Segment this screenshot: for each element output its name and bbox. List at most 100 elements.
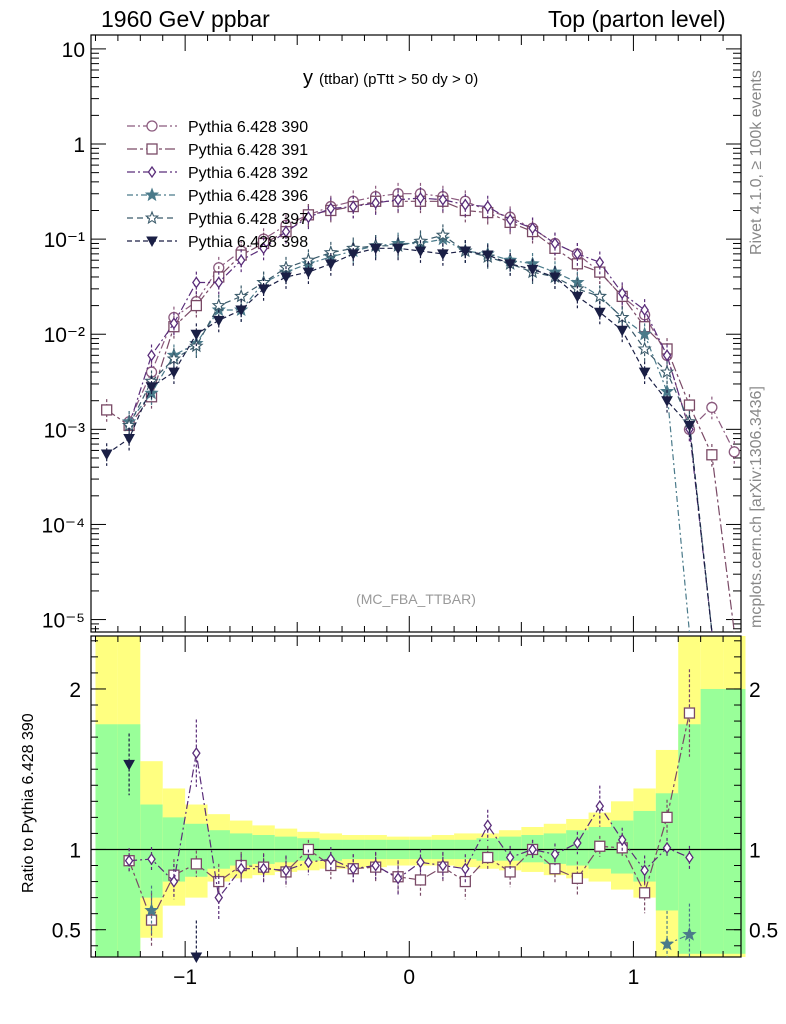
series-point xyxy=(324,259,337,270)
legend-entry: Pythia 6.428 397 xyxy=(127,210,308,228)
ratio-point xyxy=(348,862,358,875)
ratio-point xyxy=(617,833,627,846)
legend-label: Pythia 6.428 392 xyxy=(188,165,308,182)
series-point xyxy=(280,272,292,283)
series-point xyxy=(593,307,606,319)
analysis-label: (MC_FBA_TTBAR) xyxy=(356,591,476,607)
series-point xyxy=(706,401,718,414)
series-point xyxy=(550,237,560,250)
ratio-point xyxy=(638,887,651,899)
main-series-layer xyxy=(100,182,740,633)
legend-marker xyxy=(146,120,158,132)
series-point xyxy=(659,364,675,379)
main-y-tick-label: 1 xyxy=(73,134,85,157)
ratio-point xyxy=(573,836,582,850)
series-point xyxy=(595,256,605,269)
ratio-line xyxy=(129,753,690,900)
series-point xyxy=(257,284,270,295)
ratio-band-green xyxy=(95,724,118,957)
ratio-band-green xyxy=(140,804,163,898)
series-point xyxy=(661,396,673,407)
ratio-point xyxy=(483,819,493,832)
series-3 xyxy=(121,228,690,633)
main-y-tick-label: 10⁻² xyxy=(44,324,85,347)
ratio-band-green xyxy=(633,810,656,882)
series-point xyxy=(549,272,561,283)
series-point xyxy=(304,211,313,224)
main-plot-frame: 10 1 10⁻¹ 10⁻² 10⁻³ 10⁻⁴ 10⁻⁵ xyxy=(42,34,742,633)
series-point xyxy=(637,326,652,341)
ratio-point xyxy=(281,864,291,877)
series-point xyxy=(640,303,649,317)
main-y-tick-label: 10⁻⁵ xyxy=(42,610,85,633)
legend-label: Pythia 6.428 390 xyxy=(188,119,308,136)
series-point xyxy=(236,254,246,267)
header-energy: 1960 GeV ppbar xyxy=(101,6,270,32)
series-point xyxy=(168,367,180,379)
ratio-point xyxy=(683,707,696,719)
ratio-y-tick-label: 1 xyxy=(69,839,81,862)
legend-entry: Pythia 6.428 391 xyxy=(127,142,308,159)
series-point xyxy=(190,299,202,312)
series-point xyxy=(393,193,403,206)
ratio-band-green xyxy=(319,839,343,861)
legend-marker xyxy=(146,143,158,155)
x-tick-label: 0 xyxy=(403,966,415,989)
series-point xyxy=(347,249,360,260)
series-point xyxy=(638,367,651,379)
legend-entry: Pythia 6.428 390 xyxy=(127,119,308,136)
ratio-point xyxy=(414,874,427,886)
legend-marker xyxy=(147,165,157,179)
legend-marker xyxy=(144,187,160,202)
series-point xyxy=(617,287,627,300)
series-point xyxy=(147,349,156,362)
series-point xyxy=(728,446,740,458)
ratio-point xyxy=(190,858,202,870)
series-line xyxy=(106,247,713,633)
ratio-y-tick-label-right: 0.5 xyxy=(749,920,778,943)
ratio-point xyxy=(259,862,268,875)
series-point xyxy=(505,213,515,226)
ratio-series-2 xyxy=(144,885,697,957)
series-point xyxy=(169,317,179,330)
series-point xyxy=(662,349,672,362)
chart-title-main: y xyxy=(303,67,313,89)
rivet-version-label: Rivet 4.1.0, ≥ 100k events xyxy=(748,70,765,255)
series-point xyxy=(326,202,336,215)
ratio-point xyxy=(169,875,179,888)
ratio-point xyxy=(326,852,336,866)
ratio-point xyxy=(571,872,584,885)
series-line xyxy=(106,200,735,633)
ratio-point xyxy=(123,759,135,771)
series-point xyxy=(145,382,158,393)
ratio-y-tick-label: 0.5 xyxy=(52,920,81,943)
series-point xyxy=(302,267,315,279)
series-point xyxy=(438,193,448,206)
ratio-point xyxy=(190,952,203,964)
series-line xyxy=(128,193,735,453)
series-point xyxy=(371,196,380,210)
series-point xyxy=(212,315,225,327)
legend-marker xyxy=(146,236,158,248)
ratio-band-green xyxy=(700,688,724,954)
main-y-tick-label: 10⁻⁴ xyxy=(42,514,85,537)
ratio-point xyxy=(685,851,694,864)
legend-entry: Pythia 6.428 398 xyxy=(127,234,308,251)
legend: Pythia 6.428 390 Pythia 6.428 391 Pythia 6… xyxy=(127,119,308,251)
legend-entry: Pythia 6.428 392 xyxy=(127,165,308,182)
ratio-point xyxy=(550,848,560,861)
legend-label: Pythia 6.428 398 xyxy=(188,234,308,251)
series-2 xyxy=(124,187,713,633)
series-point xyxy=(414,246,427,258)
header-process: Top (parton level) xyxy=(548,6,726,32)
ratio-band-green xyxy=(117,724,141,957)
ratio-point xyxy=(528,843,537,856)
ratio-point xyxy=(482,851,494,864)
ratio-point xyxy=(659,936,675,951)
series-point xyxy=(435,227,451,242)
series-point xyxy=(528,222,537,235)
series-point xyxy=(259,242,268,255)
series-point xyxy=(214,276,224,289)
ratio-point xyxy=(416,856,425,869)
series-point xyxy=(504,259,516,270)
